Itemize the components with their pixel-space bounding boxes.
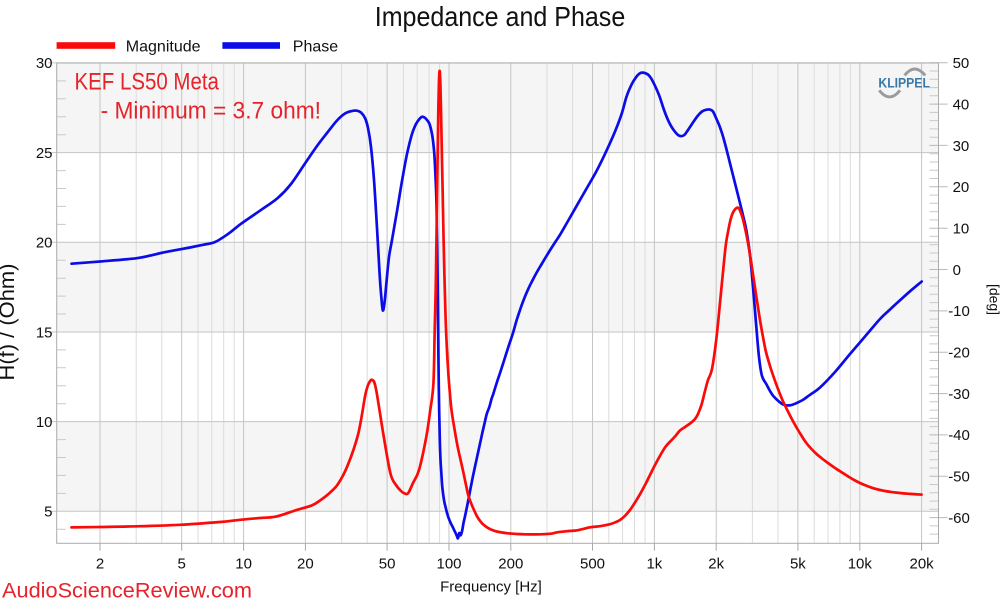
- svg-text:100: 100: [436, 556, 461, 573]
- svg-text:0: 0: [953, 262, 961, 279]
- svg-text:Frequency [Hz]: Frequency [Hz]: [440, 579, 542, 596]
- svg-text:-40: -40: [948, 427, 970, 444]
- svg-text:50: 50: [379, 556, 396, 573]
- svg-text:10k: 10k: [848, 556, 873, 573]
- svg-text:[deg]: [deg]: [987, 284, 1000, 315]
- svg-text:H(f) / (Ohm): H(f) / (Ohm): [0, 264, 19, 381]
- svg-text:5: 5: [178, 556, 186, 573]
- svg-text:KEF LS50 Meta: KEF LS50 Meta: [75, 69, 220, 96]
- svg-text:25: 25: [36, 145, 53, 162]
- svg-text:10: 10: [235, 556, 252, 573]
- svg-text:-60: -60: [948, 510, 970, 527]
- svg-text:KLIPPEL: KLIPPEL: [878, 76, 930, 91]
- svg-text:- Minimum = 3.7 ohm!: - Minimum = 3.7 ohm!: [101, 98, 321, 125]
- svg-text:10: 10: [953, 221, 970, 238]
- svg-text:-30: -30: [948, 386, 970, 403]
- svg-text:5: 5: [44, 504, 52, 521]
- svg-text:-50: -50: [948, 469, 970, 486]
- svg-text:30: 30: [36, 55, 53, 72]
- svg-text:5k: 5k: [790, 556, 806, 573]
- svg-text:20: 20: [297, 556, 314, 573]
- svg-text:AudioScienceReview.com: AudioScienceReview.com: [2, 578, 252, 600]
- svg-text:20k: 20k: [910, 556, 935, 573]
- svg-text:20: 20: [36, 235, 53, 252]
- svg-text:30: 30: [953, 138, 970, 155]
- svg-text:200: 200: [498, 556, 523, 573]
- svg-text:-10: -10: [948, 303, 970, 320]
- svg-text:10: 10: [36, 414, 53, 431]
- svg-text:Magnitude: Magnitude: [126, 39, 201, 56]
- svg-text:Impedance and Phase: Impedance and Phase: [375, 1, 626, 32]
- svg-text:15: 15: [36, 324, 53, 341]
- svg-text:40: 40: [953, 96, 970, 113]
- svg-text:2k: 2k: [708, 556, 724, 573]
- svg-text:-20: -20: [948, 345, 970, 362]
- svg-text:2: 2: [96, 556, 104, 573]
- svg-text:500: 500: [580, 556, 605, 573]
- svg-text:Phase: Phase: [293, 39, 338, 56]
- svg-text:50: 50: [953, 55, 970, 72]
- svg-text:20: 20: [953, 179, 970, 196]
- svg-text:1k: 1k: [646, 556, 662, 573]
